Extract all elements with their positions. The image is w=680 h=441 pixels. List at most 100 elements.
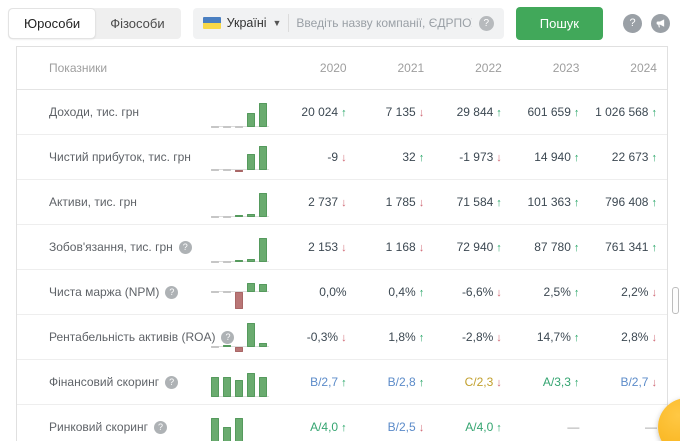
value-text: 14,7% [536,330,571,344]
value-text: 796 408 [605,195,649,209]
help-icon[interactable]: ? [165,375,179,389]
indicator-cell: Рентабельність активів (ROA)? [49,330,235,344]
value-text: — [567,420,580,434]
year-value: 72 940 ↑ [424,238,502,256]
indicator-cell: Чиста маржа (NPM)? [49,285,211,299]
year-value: 2,2% ↓ [579,283,657,301]
tab-individuals[interactable]: Фізособи [95,9,179,38]
table-row: Рентабельність активів (ROA)? -0,3% ↓ 1,8% ↑… [17,315,667,360]
year-value: 14 940 ↑ [502,148,579,166]
table-row: Ринковий скоринг? A/4,0 ↑ B/2,5 ↓ A/4,0 ↑ — — [17,405,667,441]
trend-down-icon: ↓ [418,242,425,254]
trend-down-icon: ↓ [341,332,347,344]
row-label: Ринковий скоринг [49,420,148,434]
sparkline-chart [211,274,269,310]
announcements-button[interactable] [651,13,670,33]
value-text: -1 973 [459,150,494,164]
year-value: 1 785 ↓ [347,193,425,211]
year-value: -6,6% ↓ [424,283,502,301]
year-value: 14,7% ↑ [502,328,580,346]
year-value: A/3,3 ↑ [502,373,580,391]
trend-down-icon: ↓ [651,332,657,344]
value-text: 2,8% [621,330,649,344]
column-header-2024: 2024 [630,61,657,75]
trend-down-icon: ↓ [651,377,657,389]
value-text: 14 940 [534,150,571,164]
trend-up-icon: ↑ [573,197,580,209]
trend-up-icon: ↑ [496,242,502,254]
year-value: 1 168 ↓ [347,238,425,256]
indicators-table: Показники 2020 2021 2022 2023 2024 Доход… [16,46,668,441]
year-value: C/2,3 ↓ [424,373,502,391]
chevron-down-icon: ▼ [272,18,282,28]
trend-down-icon: ↓ [651,287,657,299]
year-value: 7 135 ↓ [347,103,425,121]
trend-up-icon: ↑ [651,197,657,209]
trend-up-icon: ↑ [573,377,580,389]
table-row: Активи, тис. грн 2 737 ↓ 1 785 ↓ 71 584 ↑ 101 3… [17,180,667,225]
value-text: 1 168 [385,240,416,254]
trend-down-icon: ↓ [341,197,347,209]
trend-up-icon: ↑ [341,377,347,389]
help-icon[interactable]: ? [165,285,179,299]
help-icon[interactable]: ? [178,240,192,254]
trend-down-icon: ↓ [496,287,502,299]
search-help-icon[interactable]: ? [478,15,494,31]
trend-down-icon: ↓ [418,422,425,434]
trend-down-icon: ↓ [496,377,502,389]
trend-up-icon: ↑ [341,107,347,119]
value-text: A/4,0 [465,420,494,434]
column-header-2023: 2023 [552,61,580,75]
indicator-cell: Активи, тис. грн [49,195,211,209]
value-text: B/2,7 [310,375,339,389]
value-text: -0,3% [306,330,339,344]
column-header-indicators: Показники [49,61,108,75]
year-value: -0,3% ↓ [269,328,347,346]
tab-legal-entities[interactable]: Юрособи [9,8,96,38]
value-text: 22 673 [611,150,649,164]
help-button[interactable]: ? [623,13,642,33]
row-label: Чиста маржа (NPM) [49,285,160,299]
row-label: Рентабельність активів (ROA) [49,330,216,344]
table-row: Чистий прибуток, тис. грн -9 ↓ 32 ↑ -1 973 ↓ 14… [17,135,667,180]
search-bar: Україні ▼ ? [192,7,504,39]
year-value: A/4,0 ↑ [269,418,347,436]
sparkline-chart [211,229,269,265]
region-label: Україні [226,16,267,30]
help-icon[interactable]: ? [221,330,235,344]
year-value: 1,8% ↑ [347,328,424,346]
chat-fab[interactable] [658,398,680,441]
year-value: 20 024 ↑ [269,103,347,121]
trend-up-icon: ↑ [341,422,347,434]
megaphone-icon [655,18,666,29]
scrollbar-thumb[interactable] [672,287,679,314]
value-text: 2,2% [621,285,649,299]
search-button[interactable]: Пошук [515,6,603,40]
table-body: Доходи, тис. грн 20 024 ↑ 7 135 ↓ 29 844 ↑ 601 … [17,90,667,441]
search-input[interactable] [296,16,472,30]
year-value: 0,0% [269,283,347,301]
trend-up-icon: ↑ [651,242,657,254]
trend-down-icon: ↓ [418,197,425,209]
help-icon[interactable]: ? [153,420,167,434]
trend-up-icon: ↑ [573,107,580,119]
indicator-cell: Зобов'язання, тис. грн? [49,240,211,254]
value-text: A/4,0 [310,420,339,434]
row-label: Активи, тис. грн [49,195,137,209]
value-text: 29 844 [456,105,494,119]
table-header: Показники 2020 2021 2022 2023 2024 [17,47,667,90]
year-value: 796 408 ↑ [579,193,657,211]
trend-up-icon: ↑ [496,422,502,434]
trend-up-icon: ↑ [651,107,657,119]
ukraine-flag-icon [202,17,221,29]
value-text: 0,0% [319,285,347,299]
table-row: Зобов'язання, тис. грн? 2 153 ↓ 1 168 ↓ 72 94… [17,225,667,270]
topbar-actions: ? [623,13,670,33]
divider [288,14,290,32]
value-text: 7 135 [385,105,416,119]
trend-down-icon: ↓ [496,152,502,164]
value-text: 72 940 [456,240,494,254]
region-selector[interactable]: Україні ▼ [202,16,282,30]
question-icon: ? [629,17,636,29]
sparkline-chart [211,409,269,441]
